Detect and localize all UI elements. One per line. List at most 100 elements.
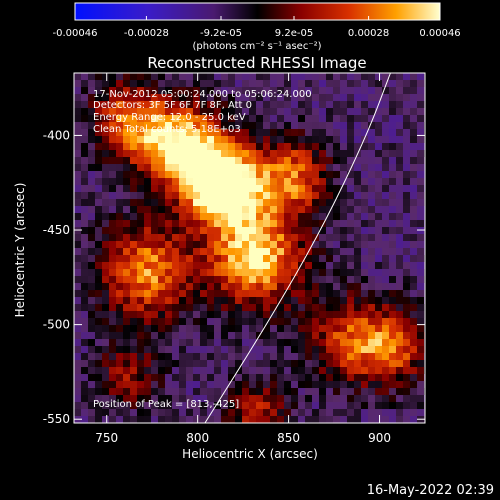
heatmap-cell	[354, 220, 361, 227]
heatmap-cell	[116, 94, 123, 101]
heatmap-cell	[179, 395, 186, 402]
heatmap-cell	[256, 416, 263, 423]
heatmap-cell	[396, 297, 403, 304]
heatmap-cell	[340, 283, 347, 290]
heatmap-cell	[354, 353, 361, 360]
heatmap-cell	[270, 122, 277, 129]
heatmap-cell	[291, 332, 298, 339]
heatmap-cell	[151, 262, 158, 269]
heatmap-cell	[326, 276, 333, 283]
heatmap-cell	[270, 388, 277, 395]
heatmap-cell	[284, 269, 291, 276]
heatmap-cell	[186, 192, 193, 199]
heatmap-cell	[277, 136, 284, 143]
heatmap-cell	[410, 143, 417, 150]
heatmap-cell	[95, 157, 102, 164]
heatmap-cell	[158, 129, 165, 136]
heatmap-cell	[312, 262, 319, 269]
heatmap-cell	[151, 367, 158, 374]
heatmap-cell	[228, 297, 235, 304]
heatmap-cell	[277, 171, 284, 178]
heatmap-cell	[375, 213, 382, 220]
heatmap-cell	[165, 318, 172, 325]
heatmap-cell	[88, 311, 95, 318]
heatmap-cell	[368, 199, 375, 206]
heatmap-cell	[109, 311, 116, 318]
heatmap-cell	[165, 395, 172, 402]
heatmap-cell	[410, 241, 417, 248]
heatmap-cell	[179, 178, 186, 185]
heatmap-cell	[333, 185, 340, 192]
heatmap-cell	[410, 262, 417, 269]
heatmap-cell	[375, 269, 382, 276]
heatmap-cell	[312, 80, 319, 87]
heatmap-cell	[347, 241, 354, 248]
heatmap-cell	[319, 157, 326, 164]
heatmap-cell	[144, 178, 151, 185]
plot-frame	[73, 72, 426, 424]
heatmap-cell	[333, 164, 340, 171]
heatmap-cell	[326, 234, 333, 241]
heatmap-cell	[403, 80, 410, 87]
heatmap-cell	[291, 185, 298, 192]
heatmap-cell	[312, 220, 319, 227]
heatmap-cell	[333, 73, 340, 80]
heatmap-cell	[81, 129, 88, 136]
heatmap-cell	[200, 234, 207, 241]
heatmap-cell	[228, 283, 235, 290]
heatmap-cell	[158, 213, 165, 220]
heatmap-cell	[368, 185, 375, 192]
heatmap-cell	[249, 339, 256, 346]
heatmap-cell	[123, 311, 130, 318]
heatmap-cell	[284, 234, 291, 241]
heatmap-cell	[214, 108, 221, 115]
heatmap-cell	[361, 339, 368, 346]
heatmap-cell	[172, 150, 179, 157]
heatmap-cell	[277, 332, 284, 339]
heatmap-cell	[221, 325, 228, 332]
colorbar: -0.00046 -0.00028 -9.2e-05 9.2e-05 0.00028 0.…	[53, 2, 461, 52]
heatmap-cell	[249, 171, 256, 178]
heatmap-cell	[347, 87, 354, 94]
heatmap-cell	[95, 304, 102, 311]
heatmap-cell	[256, 318, 263, 325]
heatmap-cell	[368, 220, 375, 227]
heatmap-cell	[158, 402, 165, 409]
heatmap-cell	[158, 388, 165, 395]
heatmap-cell	[130, 192, 137, 199]
heatmap-cell	[382, 353, 389, 360]
heatmap-cell	[326, 80, 333, 87]
heatmap-cell	[305, 262, 312, 269]
heatmap-cell	[410, 269, 417, 276]
heatmap-cell	[74, 164, 81, 171]
heatmap-cell	[417, 171, 424, 178]
heatmap-cell	[123, 409, 130, 416]
heatmap-cell	[144, 94, 151, 101]
heatmap-cell	[165, 311, 172, 318]
heatmap-cell	[249, 297, 256, 304]
heatmap-cell	[375, 332, 382, 339]
heatmap-cell	[375, 171, 382, 178]
heatmap-cell	[389, 206, 396, 213]
heatmap-cell	[382, 115, 389, 122]
heatmap-cell	[109, 409, 116, 416]
heatmap-cell	[74, 248, 81, 255]
heatmap-cell	[333, 409, 340, 416]
heatmap-cell	[368, 395, 375, 402]
heatmap-cell	[291, 360, 298, 367]
heatmap-cell	[340, 227, 347, 234]
heatmap-cell	[347, 262, 354, 269]
heatmap-cell	[389, 332, 396, 339]
heatmap-cell	[354, 367, 361, 374]
heatmap-cell	[354, 283, 361, 290]
heatmap-cell	[277, 304, 284, 311]
heatmap-cell	[81, 409, 88, 416]
heatmap-cell	[270, 171, 277, 178]
heatmap-cell	[109, 157, 116, 164]
heatmap-cell	[312, 290, 319, 297]
heatmap-cell	[158, 234, 165, 241]
heatmap-cell	[305, 269, 312, 276]
heatmap-cell	[270, 416, 277, 423]
heatmap-cell	[130, 283, 137, 290]
heatmap-cell	[396, 339, 403, 346]
